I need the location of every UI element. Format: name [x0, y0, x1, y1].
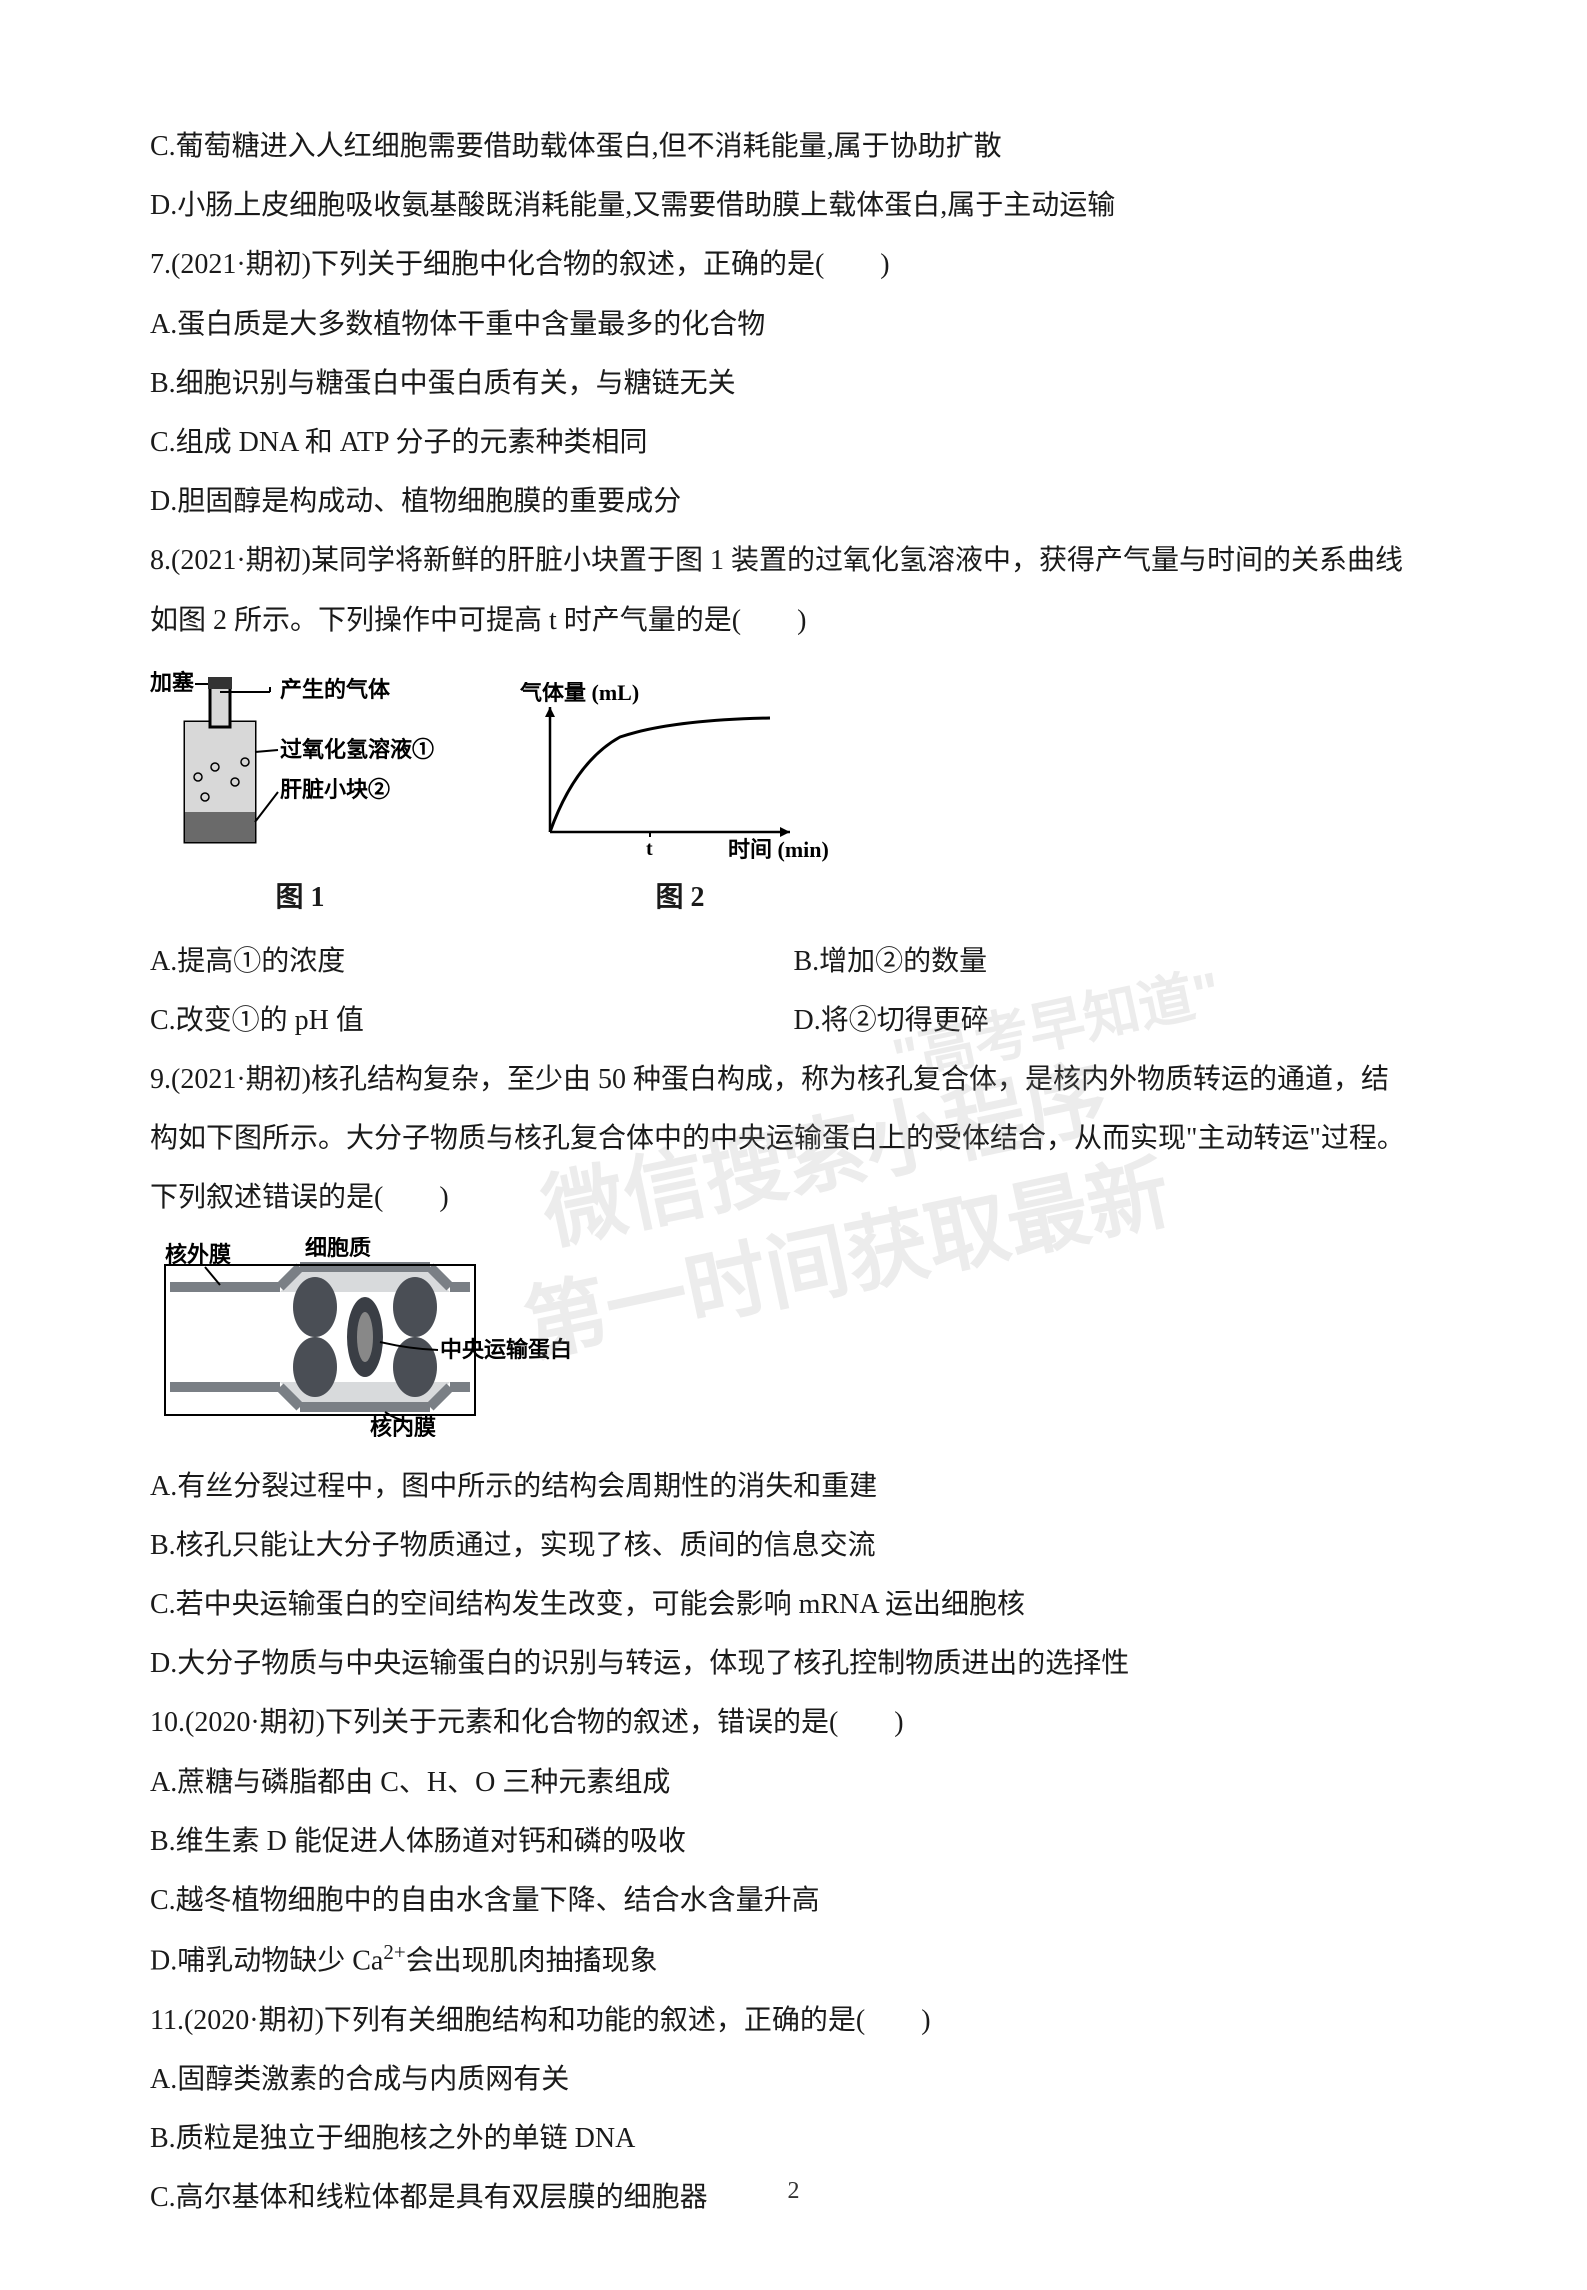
label-liver: 肝脏小块② — [280, 777, 390, 802]
t-label: t — [646, 838, 653, 860]
q10-d-pre: D.哺乳动物缺少 Ca — [150, 1945, 383, 1976]
label-cytoplasm: 细胞质 — [305, 1237, 371, 1260]
apparatus-diagram: 加塞 产生的气体 过氧化氢溶液① 肝脏小块② — [150, 662, 450, 862]
q10-option-b: B.维生素 D 能促进人体肠道对钙和磷的吸收 — [150, 1815, 1437, 1868]
q8-option-c: C.改变①的 pH 值 — [150, 994, 794, 1047]
q9-option-b: B.核孔只能让大分子物质通过，实现了核、质间的信息交流 — [150, 1519, 1437, 1572]
q8-options-ab: A.提高①的浓度 B.增加②的数量 — [150, 935, 1437, 988]
gas-curve-chart: t 气体量 (mL) 时间 (min) — [510, 682, 850, 862]
q8-stem-2: 如图 2 所示。下列操作中可提高 t 时产气量的是( ) — [150, 594, 1437, 647]
q8-option-a: A.提高①的浓度 — [150, 935, 794, 988]
q10-d-sup: 2+ — [383, 1940, 405, 1964]
q11-stem: 11.(2020·期初)下列有关细胞结构和功能的叙述，正确的是( ) — [150, 1994, 1437, 2047]
q10-d-post: 会出现肌肉抽搐现象 — [406, 1945, 658, 1976]
nuclear-pore-diagram: 核外膜 细胞质 中央运输蛋白 核内膜 — [150, 1237, 570, 1437]
q11-option-a: A.固醇类激素的合成与内质网有关 — [150, 2053, 1437, 2106]
q9-figure: 核外膜 细胞质 中央运输蛋白 核内膜 — [150, 1237, 570, 1442]
q8-stem-1: 8.(2021·期初)某同学将新鲜的肝脏小块置于图 1 装置的过氧化氢溶液中，获… — [150, 534, 1437, 587]
page-content: C.葡萄糖进入人红细胞需要借助载体蛋白,但不消耗能量,属于协助扩散 D.小肠上皮… — [0, 0, 1587, 2290]
q7-option-a: A.蛋白质是大多数植物体干重中含量最多的化合物 — [150, 298, 1437, 351]
q7-option-d: D.胆固醇是构成动、植物细胞膜的重要成分 — [150, 475, 1437, 528]
q9-option-a: A.有丝分裂过程中，图中所示的结构会周期性的消失和重建 — [150, 1460, 1437, 1513]
q6-option-c: C.葡萄糖进入人红细胞需要借助载体蛋白,但不消耗能量,属于协助扩散 — [150, 120, 1437, 173]
q8-figure-2: t 气体量 (mL) 时间 (min) 图 2 — [510, 682, 850, 915]
label-outer-membrane: 核外膜 — [165, 1242, 231, 1267]
q10-option-d: D.哺乳动物缺少 Ca2+会出现肌肉抽搐现象 — [150, 1933, 1437, 1988]
x-axis-label: 时间 (min) — [728, 837, 829, 862]
q9-stem-3: 下列叙述错误的是( ) — [150, 1171, 1437, 1224]
q7-stem: 7.(2021·期初)下列关于细胞中化合物的叙述，正确的是( ) — [150, 238, 1437, 291]
q10-option-c: C.越冬植物细胞中的自由水含量下降、结合水含量升高 — [150, 1874, 1437, 1927]
label-central-protein: 中央运输蛋白 — [440, 1337, 570, 1362]
fig2-caption: 图 2 — [510, 875, 850, 915]
q6-option-d: D.小肠上皮细胞吸收氨基酸既消耗能量,又需要借助膜上载体蛋白,属于主动运输 — [150, 179, 1437, 232]
q8-option-b: B.增加②的数量 — [794, 935, 1438, 988]
q11-option-b: B.质粒是独立于细胞核之外的单链 DNA — [150, 2112, 1437, 2165]
q7-option-c: C.组成 DNA 和 ATP 分子的元素种类相同 — [150, 416, 1437, 469]
q9-stem-1: 9.(2021·期初)核孔结构复杂，至少由 50 种蛋白构成，称为核孔复合体，是… — [150, 1053, 1437, 1106]
y-axis-label: 气体量 (mL) — [519, 682, 639, 705]
q8-figures: 加塞 产生的气体 过氧化氢溶液① 肝脏小块② 图 1 t 气体量 (mL) 时间 — [150, 662, 1437, 915]
q8-options-cd: C.改变①的 pH 值 D.将②切得更碎 — [150, 994, 1437, 1047]
q10-stem: 10.(2020·期初)下列关于元素和化合物的叙述，错误的是( ) — [150, 1696, 1437, 1749]
q7-option-b: B.细胞识别与糖蛋白中蛋白质有关，与糖链无关 — [150, 357, 1437, 410]
q10-option-a: A.蔗糖与磷脂都由 C、H、O 三种元素组成 — [150, 1756, 1437, 1809]
q9-option-d: D.大分子物质与中央运输蛋白的识别与转运，体现了核孔控制物质进出的选择性 — [150, 1637, 1437, 1690]
q9-option-c: C.若中央运输蛋白的空间结构发生改变，可能会影响 mRNA 运出细胞核 — [150, 1578, 1437, 1631]
q8-figure-1: 加塞 产生的气体 过氧化氢溶液① 肝脏小块② 图 1 — [150, 662, 450, 915]
fig1-caption: 图 1 — [150, 875, 450, 915]
q8-option-d: D.将②切得更碎 — [794, 994, 1438, 1047]
q9-stem-2: 构如下图所示。大分子物质与核孔复合体中的中央运输蛋白上的受体结合，从而实现"主动… — [150, 1112, 1437, 1165]
label-gas: 产生的气体 — [280, 677, 391, 702]
label-jiase: 加塞 — [150, 670, 195, 695]
page-number: 2 — [0, 2178, 1587, 2205]
label-h2o2: 过氧化氢溶液① — [280, 737, 434, 762]
label-inner-membrane: 核内膜 — [370, 1415, 436, 1437]
